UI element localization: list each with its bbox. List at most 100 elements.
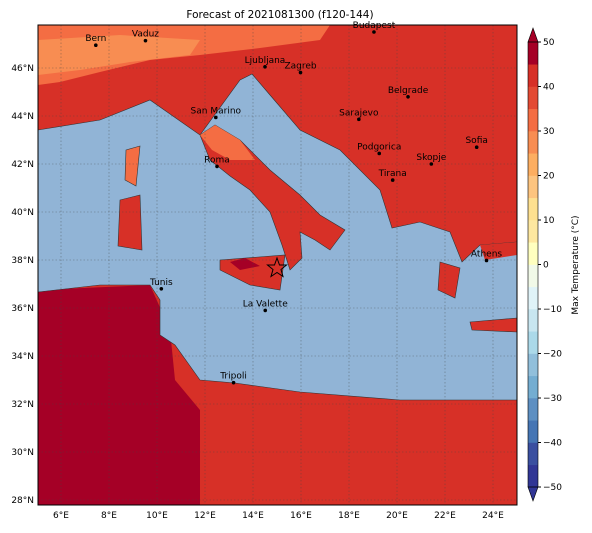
colorbar-bin xyxy=(528,264,538,288)
colorbar-bin xyxy=(528,309,538,332)
colorbar-bin xyxy=(528,353,538,377)
x-tick-label: 18°E xyxy=(338,511,360,521)
x-tick-label: 6°E xyxy=(53,511,69,521)
city-label: Roma xyxy=(204,155,230,165)
crete xyxy=(469,317,517,333)
city-dot xyxy=(484,258,489,263)
city-dot xyxy=(263,308,268,313)
x-tick-label: 8°E xyxy=(101,511,117,521)
city-label: Ljubljana xyxy=(245,56,286,66)
y-tick-label: 42°N xyxy=(11,160,34,170)
y-tick-label: 40°N xyxy=(11,208,34,218)
city-label: Skopje xyxy=(416,153,446,163)
colorbar-bin xyxy=(528,175,538,199)
hot-zone xyxy=(38,285,200,505)
colorbar-tick-label: 20 xyxy=(543,172,555,182)
colorbar-bin xyxy=(528,442,538,466)
peloponnese xyxy=(437,261,461,299)
map xyxy=(38,25,517,505)
colorbar: −50 −40 −30 −20 −10 0 10 20 30 40 50 Max Temperatur… xyxy=(527,27,581,502)
corsica xyxy=(124,145,141,187)
city-dot xyxy=(474,145,479,149)
italy xyxy=(199,124,346,271)
y-tick-label: 32°N xyxy=(11,400,34,410)
city-dot xyxy=(263,65,267,69)
city-dot xyxy=(159,287,164,291)
colorbar-tick-label: −50 xyxy=(543,483,562,493)
colorbar-tick-label: 10 xyxy=(543,216,555,226)
city-label: San Marino xyxy=(191,106,242,116)
title: Forecast of 2021081300 (f120-144) xyxy=(186,9,373,21)
colorbar-label: Max Temperature (°C) xyxy=(571,215,581,314)
city-dot xyxy=(214,115,218,120)
colorbar-bin xyxy=(528,86,538,110)
colorbar-bin xyxy=(528,197,538,221)
colorbar-tick-label: −10 xyxy=(543,305,562,315)
city-dot xyxy=(298,70,303,75)
colorbar-bin xyxy=(528,242,538,265)
city-label: Tirana xyxy=(378,169,407,179)
colorbar-tick-label: −20 xyxy=(543,350,562,360)
graticule xyxy=(38,25,517,505)
colorbar-bin xyxy=(528,331,538,354)
y-tick-label: 28°N xyxy=(11,496,34,506)
city-label: Athens xyxy=(471,249,502,259)
city-label: La Valette xyxy=(243,299,288,309)
colorbar-extend-max xyxy=(527,27,539,43)
italy-warm xyxy=(200,125,255,160)
city-dot xyxy=(94,43,98,47)
colorbar-bin xyxy=(528,64,538,87)
colorbar-bin xyxy=(528,42,538,65)
city-label: Podgorica xyxy=(357,142,401,152)
city-label: Sarajevo xyxy=(339,108,379,118)
city-label: Zagreb xyxy=(284,62,316,72)
plot-frame xyxy=(37,24,518,506)
city-label: Bern xyxy=(85,34,106,44)
colorbar-tick-label: 30 xyxy=(543,127,555,137)
city-dot xyxy=(377,151,382,156)
alps-zone xyxy=(38,35,200,75)
x-tick-label: 24°E xyxy=(482,511,504,521)
city-label: Tripoli xyxy=(219,372,247,382)
sea xyxy=(38,73,517,401)
city-dot xyxy=(357,117,361,122)
y-tick-label: 34°N xyxy=(11,352,34,362)
y-tick-label: 44°N xyxy=(11,112,34,122)
sicily-hot xyxy=(230,258,260,270)
x-tick-label: 10°E xyxy=(146,511,168,521)
city-dot xyxy=(215,164,219,169)
colorbar-bin xyxy=(528,375,538,399)
city-dot xyxy=(231,380,236,385)
colorbar-bin xyxy=(528,108,538,132)
y-tick-label: 36°N xyxy=(11,304,34,314)
city-dot xyxy=(143,38,148,43)
star-marker xyxy=(266,256,288,278)
city-label: Vaduz xyxy=(132,30,159,40)
colorbar-bin xyxy=(528,220,538,243)
city-label: Budapest xyxy=(353,21,396,31)
colorbar-tick-label: −40 xyxy=(543,439,562,449)
colorbar-extend-min xyxy=(527,486,539,502)
sardinia xyxy=(117,194,143,251)
x-tick-label: 16°E xyxy=(290,511,312,521)
aegean-coast xyxy=(480,242,517,260)
x-tick-label: 20°E xyxy=(386,511,408,521)
city-dot xyxy=(406,95,410,99)
colorbar-bin xyxy=(528,398,538,421)
colorbar-tick-label: 0 xyxy=(543,261,549,271)
colorbar-bin xyxy=(528,286,538,310)
colorbar-bin xyxy=(528,464,538,488)
x-tick-label: 12°E xyxy=(194,511,216,521)
city-dot xyxy=(429,162,434,166)
colorbar-bin xyxy=(528,131,538,154)
y-tick-label: 38°N xyxy=(11,256,34,266)
colorbar-tick-label: 40 xyxy=(543,83,555,93)
city-label: Sofia xyxy=(465,136,487,146)
y-tick-label: 30°N xyxy=(11,448,34,458)
city-dot xyxy=(390,178,395,182)
city-label: Belgrade xyxy=(388,86,429,96)
city-label: Tunis xyxy=(149,278,173,288)
x-tick-label: 22°E xyxy=(434,511,456,521)
colorbar-tick-label: −30 xyxy=(543,394,562,404)
